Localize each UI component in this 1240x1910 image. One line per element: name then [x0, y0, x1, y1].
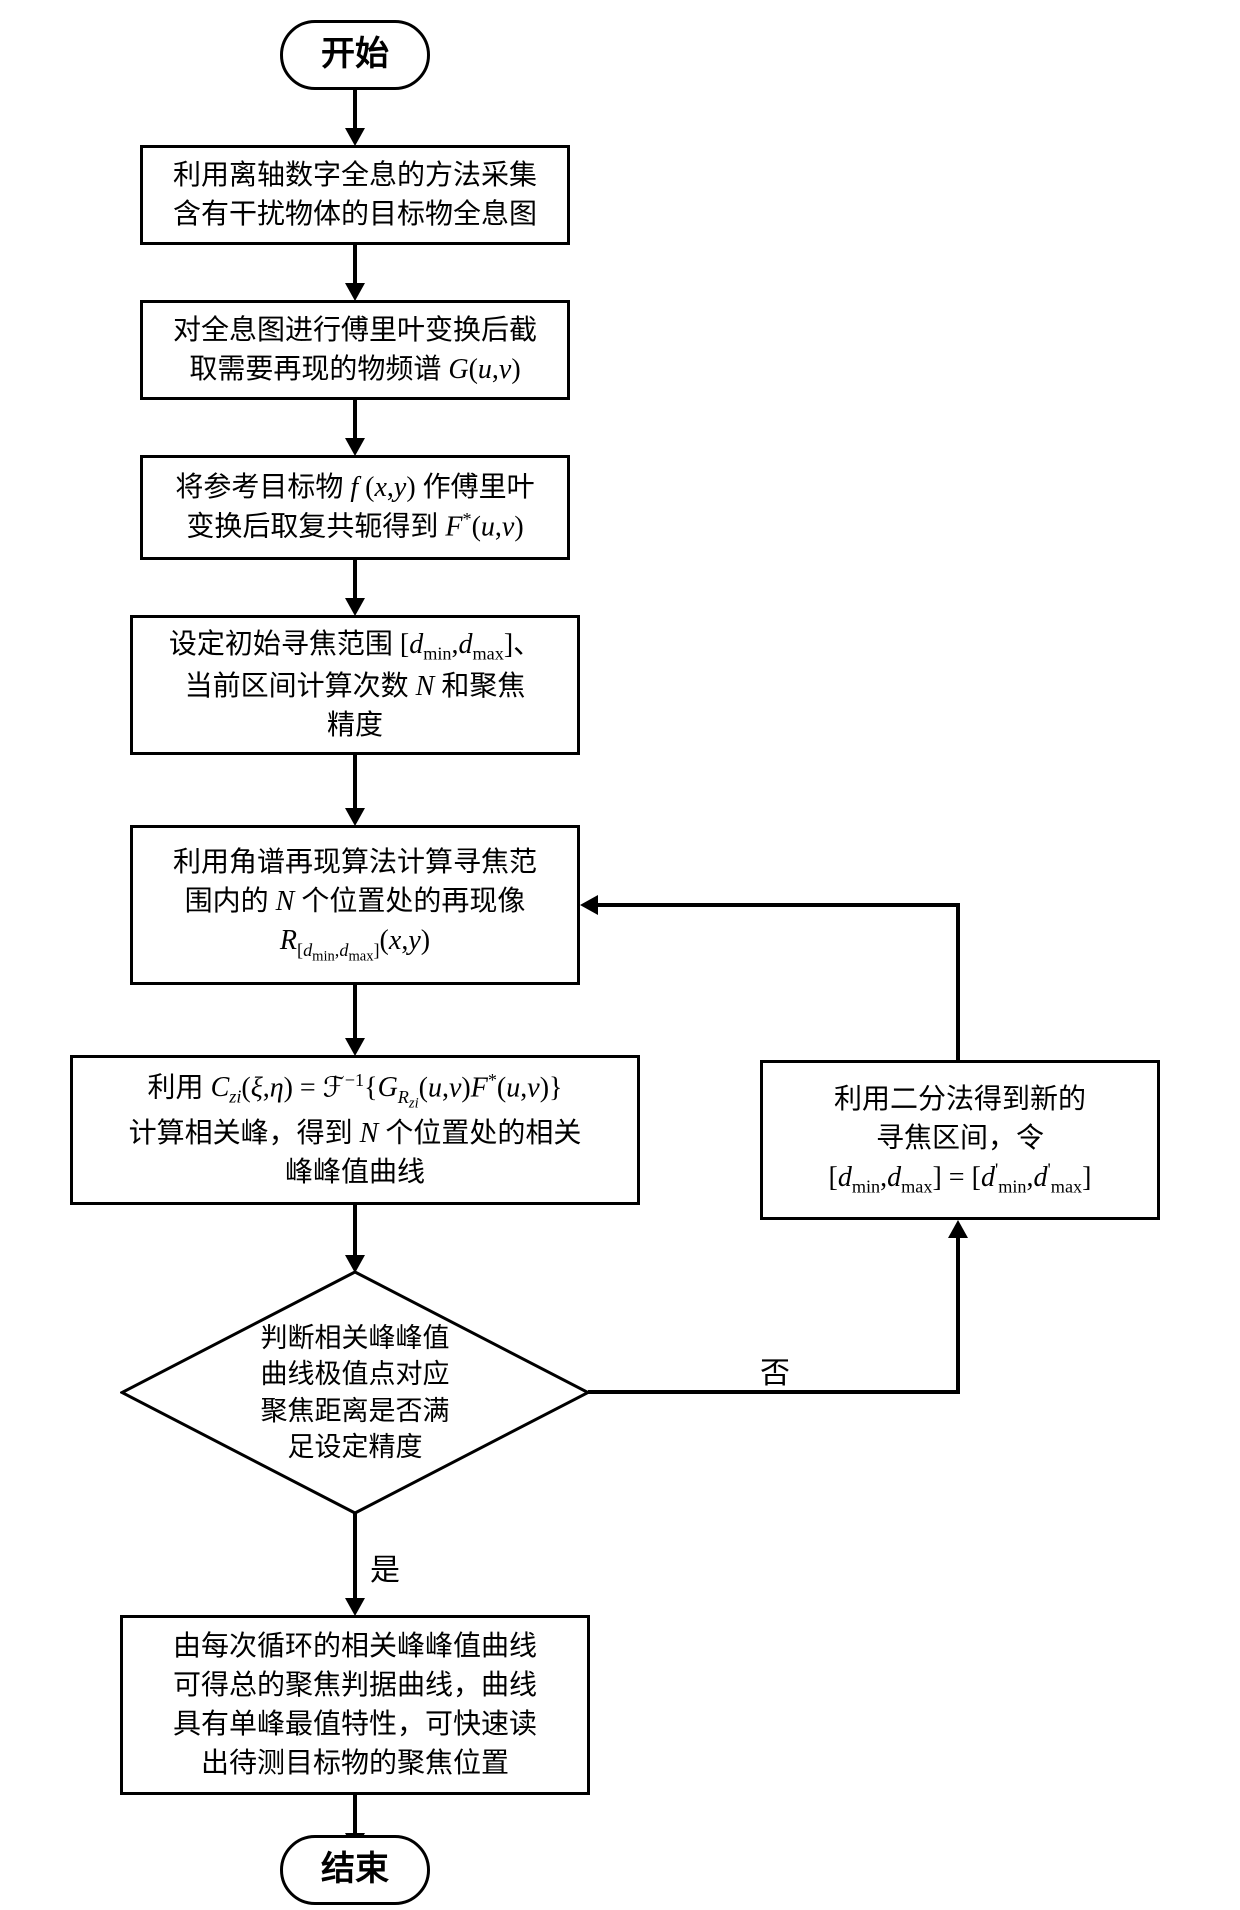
- text: 将参考目标物: [175, 472, 350, 503]
- formula: F: [445, 512, 462, 543]
- arrow-head-icon: [345, 598, 365, 616]
- text: 利用: [148, 1072, 211, 1103]
- arrow-head-icon: [345, 1598, 365, 1616]
- formula: N: [276, 886, 295, 917]
- process-step3: 将参考目标物 f (x,y) 作傅里叶 变换后取复共轭得到 F*(u,v): [140, 455, 570, 560]
- terminator-start: 开始: [280, 20, 430, 90]
- text: 曲线极值点对应: [261, 1359, 450, 1389]
- text: 聚焦距离是否满: [261, 1396, 450, 1426]
- arrow-head-icon: [345, 438, 365, 456]
- text: 判断相关峰峰值: [261, 1323, 450, 1353]
- arrow-head-icon: [345, 808, 365, 826]
- text: 由每次循环的相关峰峰值曲线: [173, 1631, 537, 1662]
- edge: [353, 245, 357, 285]
- text: 围内的: [185, 886, 276, 917]
- process-step4: 设定初始寻焦范围 [dmin,dmax]、 当前区间计算次数 N 和聚焦 精度: [130, 615, 580, 755]
- process-side-bisection: 利用二分法得到新的 寻焦区间，令 [dmin,dmax] = [d'min,d'…: [760, 1060, 1160, 1220]
- edge: [353, 985, 357, 1040]
- text: 利用角谱再现算法计算寻焦范: [173, 847, 537, 878]
- text: 对全息图进行傅里叶变换后截: [173, 315, 537, 346]
- text: 变换后取复共轭得到: [186, 512, 445, 543]
- edge: [353, 1795, 357, 1835]
- edge-label-no: 否: [760, 1348, 790, 1392]
- formula: N: [360, 1118, 379, 1149]
- text: 可得总的聚焦判据曲线，曲线: [173, 1670, 537, 1701]
- text: 作傅里叶: [416, 472, 535, 503]
- edge: [956, 903, 960, 1060]
- process-step5: 利用角谱再现算法计算寻焦范 围内的 N 个位置处的再现像 R[dmin,dmax…: [130, 825, 580, 985]
- text: 精度: [327, 710, 383, 741]
- text: 利用二分法得到新的: [834, 1084, 1086, 1115]
- arrow-head-icon: [580, 895, 598, 915]
- text: 出待测目标物的聚焦位置: [201, 1748, 509, 1779]
- edge: [353, 90, 357, 130]
- edge: [353, 755, 357, 810]
- text: 个位置处的相关: [378, 1118, 581, 1149]
- text: 、: [513, 629, 541, 660]
- text: 当前区间计算次数: [185, 671, 416, 702]
- edge: [353, 400, 357, 440]
- process-step2: 对全息图进行傅里叶变换后截 取需要再现的物频谱 G(u,v): [140, 300, 570, 400]
- edge: [956, 1235, 960, 1394]
- edge: [353, 560, 357, 600]
- formula: [dmin,dmax] = [d'min,d'max]: [829, 1162, 1092, 1193]
- text: 个位置处的再现像: [294, 886, 525, 917]
- arrow-head-icon: [948, 1220, 968, 1238]
- text: 足设定精度: [288, 1432, 423, 1462]
- process-step7: 由每次循环的相关峰峰值曲线 可得总的聚焦判据曲线，曲线 具有单峰最值特性，可快速…: [120, 1615, 590, 1795]
- terminator-end: 结束: [280, 1835, 430, 1905]
- text: 取需要再现的物频谱: [189, 354, 448, 385]
- text: 峰峰值曲线: [285, 1157, 425, 1188]
- arrow-head-icon: [345, 283, 365, 301]
- arrow-head-icon: [345, 128, 365, 146]
- text: 具有单峰最值特性，可快速读: [173, 1709, 537, 1740]
- edge: [353, 1205, 357, 1257]
- formula: f: [350, 472, 358, 503]
- text: 和聚焦: [434, 671, 525, 702]
- edge-label-yes: 是: [370, 1545, 400, 1589]
- start-label: 开始: [321, 31, 389, 79]
- text: 设定初始寻焦范围: [169, 629, 400, 660]
- formula: N: [416, 671, 435, 702]
- text: 含有干扰物体的目标物全息图: [173, 199, 537, 230]
- decision-node: 判断相关峰峰值 曲线极值点对应 聚焦距离是否满 足设定精度: [120, 1270, 590, 1515]
- end-label: 结束: [321, 1846, 389, 1894]
- edge: [597, 903, 960, 907]
- arrow-head-icon: [345, 1038, 365, 1056]
- formula: G: [448, 354, 468, 385]
- process-step1: 利用离轴数字全息的方法采集 含有干扰物体的目标物全息图: [140, 145, 570, 245]
- text: 计算相关峰，得到: [129, 1118, 360, 1149]
- formula: R: [280, 925, 297, 956]
- text: 利用离轴数字全息的方法采集: [173, 160, 537, 191]
- text: 寻焦区间，令: [876, 1123, 1044, 1154]
- process-step6: 利用 Czi(ξ,η) = ℱ−1{GRzi(u,v)F*(u,v)} 计算相关…: [70, 1055, 640, 1205]
- formula: Czi: [211, 1072, 242, 1103]
- edge: [353, 1513, 357, 1600]
